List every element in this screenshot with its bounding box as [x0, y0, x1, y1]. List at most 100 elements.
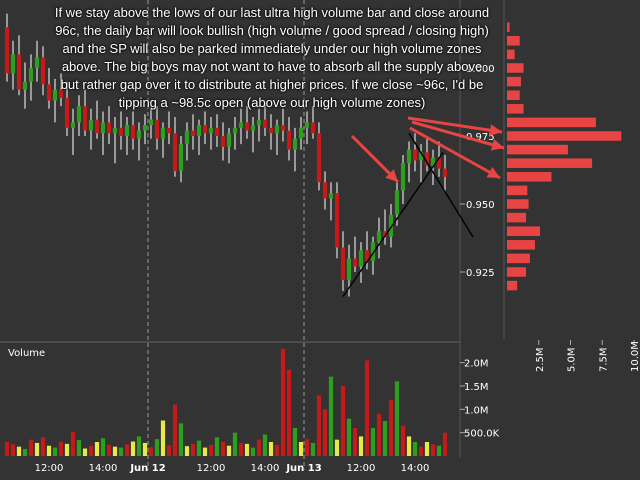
- volume-tick-label: 2.0M: [464, 359, 489, 370]
- candle: [268, 114, 274, 150]
- price-tick-label: 0.950: [466, 200, 495, 211]
- volume-bar: [322, 409, 328, 456]
- candle: [70, 108, 76, 156]
- candle: [328, 182, 334, 221]
- candle: [262, 103, 268, 136]
- profile-axis: 2.5M 5.0M 7.5M 10.0M: [535, 340, 640, 372]
- volume-bar: [418, 446, 424, 456]
- candle: [4, 13, 10, 82]
- candle-body: [154, 119, 160, 139]
- candle-body: [202, 125, 208, 134]
- volume-bar: [304, 439, 310, 456]
- candle-body: [250, 125, 256, 131]
- candle-body: [22, 81, 28, 90]
- candle-body: [172, 133, 178, 172]
- candle: [112, 116, 118, 164]
- candle: [124, 116, 130, 156]
- volume-bar: [202, 447, 208, 456]
- candle-body: [400, 163, 406, 191]
- candle-body: [364, 250, 370, 262]
- candle-body: [238, 122, 244, 128]
- volume-bar: [118, 447, 124, 456]
- candle-body: [292, 138, 298, 150]
- annotation-arrow: [350, 134, 400, 184]
- candle: [412, 133, 418, 172]
- candle-body: [40, 57, 46, 85]
- trendline-0: [342, 152, 444, 297]
- volume-bar: [292, 428, 298, 456]
- volume-tick-label: 1.0M: [464, 405, 489, 416]
- volume-bar: [400, 425, 406, 456]
- candle-body: [304, 122, 310, 128]
- volume-bar: [160, 420, 166, 456]
- candle: [106, 106, 112, 145]
- volume-bar: [238, 442, 244, 456]
- candle-body: [352, 258, 358, 267]
- candle: [130, 111, 136, 150]
- volume-bar: [214, 437, 220, 456]
- candle-body: [46, 84, 52, 101]
- profile-bar: [507, 199, 529, 209]
- volume-bar: [244, 443, 250, 456]
- candle-body: [190, 130, 196, 136]
- candle: [238, 108, 244, 145]
- time-tick-label: 12:00: [197, 463, 226, 474]
- annotation-arrow: [407, 116, 503, 137]
- candle-body: [370, 242, 376, 262]
- candle: [40, 46, 46, 96]
- candle-body: [298, 127, 304, 139]
- volume-bar: [298, 442, 304, 456]
- volume-bar: [46, 445, 52, 456]
- candle: [286, 116, 292, 161]
- candle-body: [418, 152, 424, 161]
- volume-bar: [22, 449, 28, 456]
- price-tick-label: 1.000: [466, 64, 495, 75]
- candle-body: [214, 127, 220, 136]
- volume-bar: [82, 448, 88, 456]
- candle-body: [82, 106, 88, 131]
- candle: [16, 35, 22, 96]
- trendline-1: [408, 132, 474, 238]
- profile-tick-label: 5.0M: [567, 347, 578, 372]
- candle: [34, 40, 40, 82]
- volume-bar: [64, 443, 70, 456]
- volume-bar: [370, 428, 376, 456]
- candle: [298, 116, 304, 150]
- volume-bar: [358, 436, 364, 456]
- profile-bar: [507, 172, 552, 182]
- candle-body: [208, 127, 214, 134]
- volume-bar: [100, 438, 106, 456]
- volume-tick-label: 1.5M: [464, 382, 489, 393]
- candle: [88, 108, 94, 150]
- candle-body: [406, 149, 412, 164]
- candle: [292, 127, 298, 172]
- candle-body: [280, 125, 286, 131]
- volume-bar: [208, 444, 214, 456]
- candle-body: [70, 122, 76, 128]
- volume-bar: [190, 443, 196, 456]
- price-tick-label: 0.925: [466, 268, 495, 279]
- profile-bar: [507, 131, 622, 141]
- candle: [10, 40, 16, 90]
- candle: [142, 114, 148, 145]
- candle-body: [268, 127, 274, 134]
- candle: [226, 127, 232, 164]
- candle-body: [160, 127, 166, 139]
- candle: [352, 236, 358, 272]
- candle: [196, 119, 202, 156]
- annotation-arrows: [350, 116, 505, 184]
- candle: [160, 122, 166, 158]
- candle-body: [124, 125, 130, 136]
- volume-bars: [4, 348, 448, 456]
- candle: [184, 122, 190, 161]
- candle-body: [10, 54, 16, 74]
- candle: [250, 116, 256, 153]
- candle: [310, 106, 316, 139]
- volume-bar: [310, 442, 316, 456]
- candle: [52, 78, 58, 123]
- candle-body: [178, 144, 184, 172]
- volume-bar: [4, 442, 10, 456]
- candle-body: [340, 247, 346, 281]
- volume-bar: [412, 442, 418, 456]
- candle: [220, 122, 226, 161]
